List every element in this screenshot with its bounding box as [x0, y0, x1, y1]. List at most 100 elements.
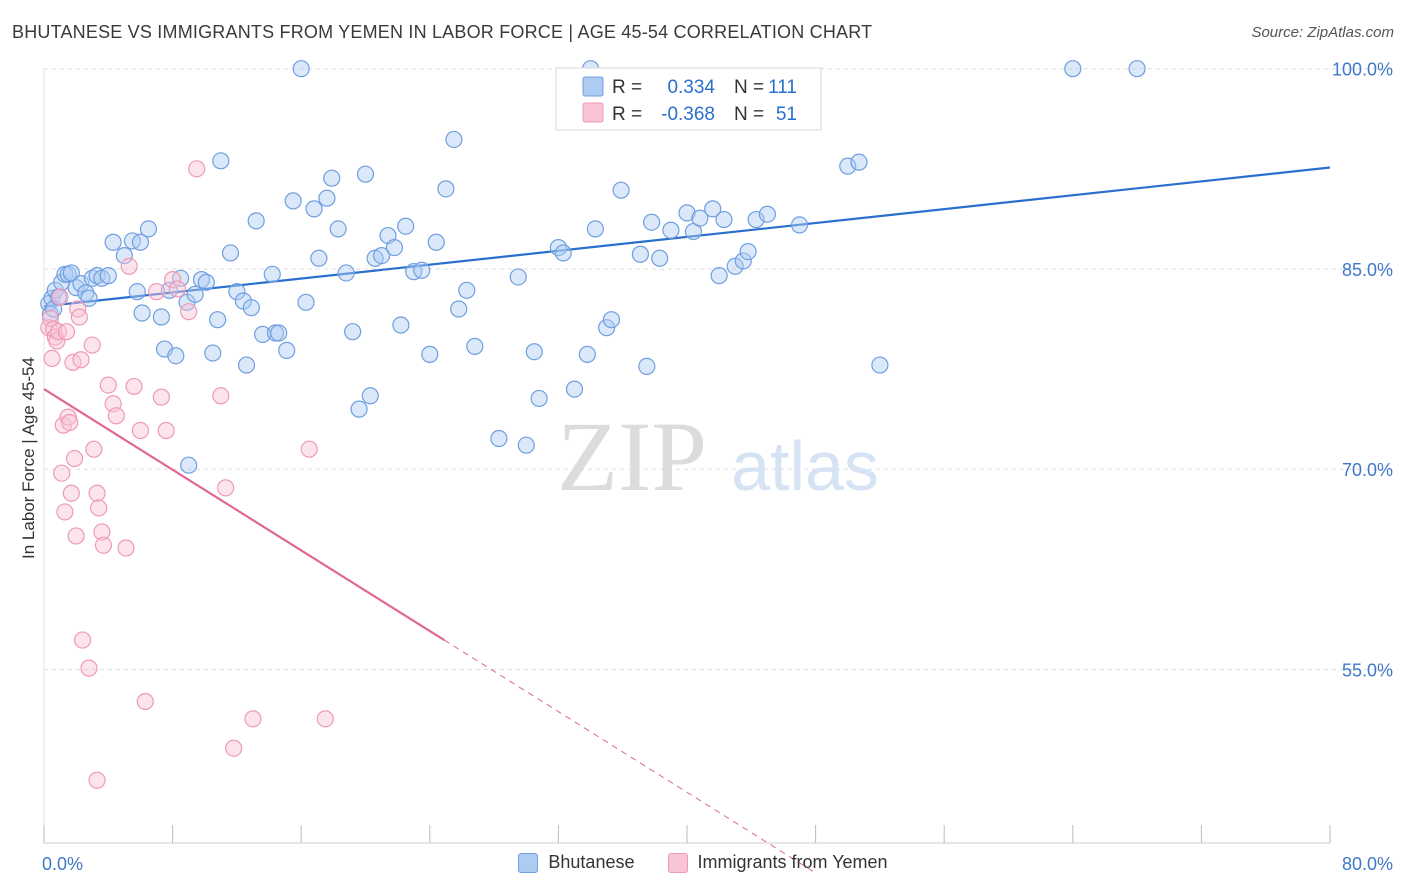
point-yemen [51, 288, 69, 306]
point-bhutanese [212, 152, 230, 170]
point-yemen [62, 484, 80, 502]
point-bhutanese [204, 344, 222, 362]
point-bhutanese [167, 347, 185, 365]
point-yemen [41, 309, 60, 327]
point-bhutanese [361, 387, 379, 405]
point-bhutanese [180, 456, 198, 474]
point-bhutanese [758, 205, 776, 223]
point-bhutanese [638, 357, 656, 376]
point-bhutanese [397, 217, 415, 235]
point-bhutanese [1064, 60, 1082, 78]
point-yemen [212, 387, 230, 405]
point-yemen [125, 377, 143, 396]
legend-r-value-2: -0.368 [661, 104, 715, 125]
point-bhutanese [850, 153, 868, 171]
point-yemen [99, 376, 117, 394]
point-bhutanese [691, 209, 709, 227]
watermark-zip: ZIP [557, 401, 707, 512]
point-yemen [53, 464, 71, 482]
point-bhutanese [80, 289, 98, 307]
point-yemen [164, 271, 182, 289]
data-points [40, 60, 1146, 789]
y-axis-label: In Labor Force | Age 45-54 [19, 357, 38, 559]
chart-title: BHUTANESE VS IMMIGRANTS FROM YEMEN IN LA… [12, 22, 873, 42]
point-yemen [90, 499, 108, 517]
point-yemen [94, 536, 113, 554]
point-bhutanese [490, 429, 508, 448]
point-bhutanese [263, 265, 281, 283]
point-yemen [93, 523, 111, 541]
point-yemen [61, 413, 79, 432]
point-bhutanese [372, 247, 391, 265]
point-bhutanese [1128, 60, 1146, 78]
point-bhutanese [871, 356, 889, 374]
legend-n-value-2: 51 [776, 104, 797, 125]
point-bhutanese [734, 252, 752, 270]
point-yemen [136, 692, 154, 711]
point-bhutanese [678, 204, 696, 222]
point-yemen [117, 539, 135, 557]
point-bhutanese [651, 249, 669, 267]
y-tick-label: 55.0% [1342, 660, 1393, 680]
point-bhutanese [356, 165, 375, 183]
watermark-atlas: atlas [731, 427, 879, 505]
point-bhutanese [790, 216, 809, 234]
legend-swatch [667, 852, 688, 873]
legend-item-yemen: Immigrants from Yemen [667, 852, 888, 873]
tick-labels: 100.0% 85.0% 70.0% 55.0% 0.0% 80.0% [42, 60, 1393, 874]
point-bhutanese [710, 267, 728, 285]
point-bhutanese [284, 192, 302, 210]
point-yemen [88, 771, 106, 789]
point-bhutanese [237, 356, 256, 374]
point-bhutanese [337, 264, 355, 282]
point-yemen [83, 336, 101, 354]
point-bhutanese [413, 261, 431, 279]
point-bhutanese [530, 389, 548, 408]
point-yemen [157, 421, 175, 440]
point-bhutanese [152, 308, 170, 326]
point-yemen [85, 440, 103, 458]
point-bhutanese [297, 293, 315, 311]
point-bhutanese [631, 245, 649, 263]
point-bhutanese [197, 273, 215, 291]
point-bhutanese [421, 345, 439, 363]
point-bhutanese [578, 345, 596, 363]
point-bhutanese [186, 285, 204, 303]
y-tick-label: 85.0% [1342, 260, 1393, 280]
point-bhutanese [350, 400, 368, 418]
point-yemen [65, 449, 84, 468]
point-yemen [57, 323, 76, 341]
point-bhutanese [242, 299, 260, 317]
point-yemen [80, 659, 98, 677]
y-tick-label: 70.0% [1342, 460, 1393, 480]
source-credit: Source: ZipAtlas.com [1251, 24, 1394, 41]
legend-r-label-1: R = [612, 77, 642, 98]
point-bhutanese [517, 436, 535, 454]
point-bhutanese [99, 267, 117, 285]
point-bhutanese [525, 343, 543, 361]
point-bhutanese [131, 233, 150, 251]
legend-n-label-1: N = [734, 77, 764, 98]
point-yemen [188, 160, 206, 178]
legend-r-label-2: R = [612, 104, 642, 125]
series-legend: Bhutanese Immigrants from Yemen [0, 852, 1406, 878]
point-bhutanese [715, 210, 733, 229]
point-yemen [120, 257, 138, 275]
point-bhutanese [318, 189, 336, 207]
point-bhutanese [278, 341, 296, 359]
point-bhutanese [247, 212, 265, 230]
point-bhutanese [747, 210, 765, 229]
point-bhutanese [192, 271, 211, 289]
point-bhutanese [839, 157, 857, 175]
point-bhutanese [344, 323, 362, 341]
point-bhutanese [458, 281, 476, 299]
point-yemen [131, 421, 150, 440]
point-yemen [180, 303, 198, 321]
trend-lines [43, 166, 1331, 874]
axes [43, 68, 1331, 844]
point-bhutanese [305, 200, 323, 218]
point-yemen [168, 280, 187, 298]
point-yemen [152, 388, 170, 406]
legend-label: Immigrants from Yemen [697, 852, 888, 872]
point-bhutanese [445, 130, 463, 149]
